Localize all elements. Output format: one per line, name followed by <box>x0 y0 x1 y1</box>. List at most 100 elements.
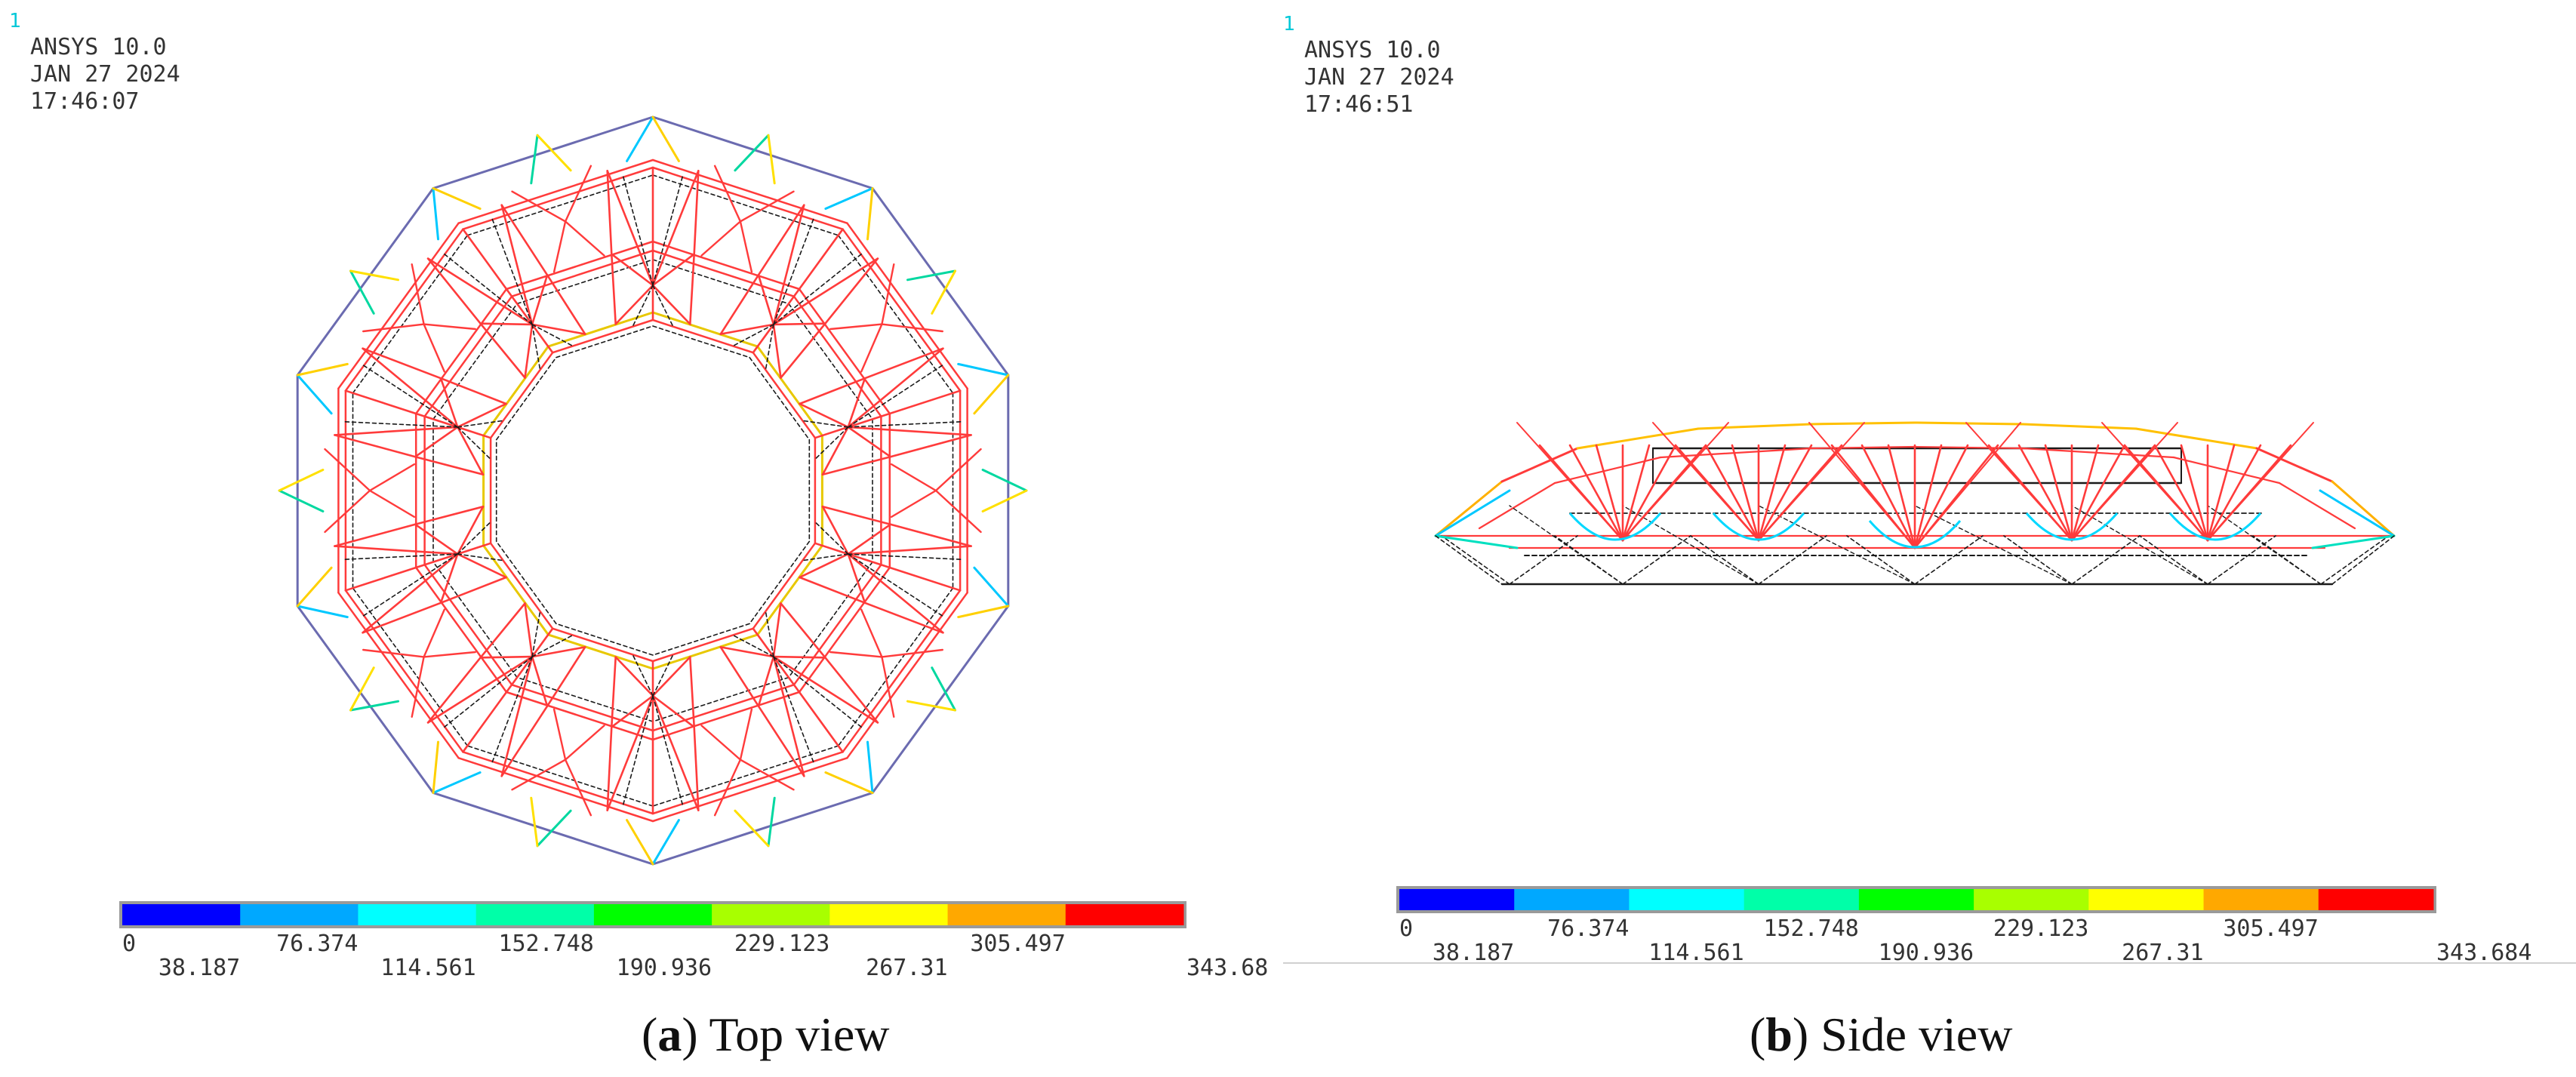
curved-member <box>2025 512 2119 541</box>
web-member <box>1621 444 1651 542</box>
truss-member <box>713 759 742 817</box>
truss-member <box>610 253 654 287</box>
boundary-tie <box>651 819 680 866</box>
ring-member <box>788 303 873 420</box>
truss-member <box>780 602 826 659</box>
boundary-tie <box>296 374 333 415</box>
truss-member <box>334 434 417 458</box>
truss-member <box>456 402 507 429</box>
product-label-b: ANSYS 10.0 <box>1304 37 1441 63</box>
truss-member <box>700 220 742 257</box>
legend-swatch <box>358 904 477 925</box>
caption-b: (b) Side view <box>1750 1008 2012 1061</box>
ring-member <box>462 751 654 815</box>
truss-member <box>772 602 782 658</box>
truss-member <box>362 602 442 634</box>
web-member <box>1622 505 1759 585</box>
inner-ring-member <box>756 345 823 437</box>
inner-ring-member <box>546 311 654 348</box>
legend-tick-label: 305.497 <box>970 931 1065 957</box>
legend-swatch <box>593 904 712 925</box>
web-member <box>1516 422 1623 541</box>
web-member <box>1568 444 1624 542</box>
ring-member <box>651 158 848 224</box>
inner-ring-member <box>482 345 549 437</box>
web-member <box>2070 444 2100 542</box>
legend-tick-label: 114.561 <box>380 955 475 981</box>
panel-a: 1 ANSYS 10.0 JAN 27 2024 17:46:07 0 76.37… <box>9 10 1268 1061</box>
web-member <box>1652 422 1759 541</box>
edge-tie <box>1434 489 1511 537</box>
ring-member <box>457 757 654 823</box>
truss-member <box>564 759 592 817</box>
boundary-tie <box>767 134 776 185</box>
web-member <box>2071 505 2208 585</box>
truss-member <box>652 653 675 697</box>
truss-member <box>814 520 849 555</box>
legend-tick-label: 38.187 <box>158 955 240 981</box>
legend-tick-label: 190.936 <box>617 955 712 981</box>
top-arc-member <box>2134 427 2258 450</box>
ring-member <box>651 627 755 663</box>
legend-tick-label: 229.123 <box>734 931 829 957</box>
truss-member <box>511 759 567 791</box>
truss-member <box>651 656 691 697</box>
legend-tick-label: 152.748 <box>498 931 593 957</box>
ring-member <box>352 587 469 747</box>
web-member <box>1758 535 1827 585</box>
boundary-tie <box>957 605 1010 619</box>
top-arc-member <box>2255 447 2334 483</box>
ring-member <box>551 318 654 354</box>
edge-tie <box>1434 534 1519 549</box>
boundary-tie <box>278 489 325 512</box>
truss-member <box>531 610 541 657</box>
web-member <box>1758 422 1865 541</box>
truss-member <box>426 257 534 326</box>
truss-member <box>847 426 892 458</box>
truss-member <box>821 505 892 526</box>
boundary-tie <box>296 605 349 619</box>
web-member <box>1509 505 1623 585</box>
web-member <box>1690 535 1759 585</box>
edge-tie <box>2331 535 2395 585</box>
boundary-tie <box>866 740 874 794</box>
legend-tick-label: 76.374 <box>1547 915 1629 942</box>
boundary-tie <box>530 134 539 185</box>
product-label-a: ANSYS 10.0 <box>30 34 167 60</box>
truss-member <box>531 274 549 326</box>
curved-member <box>1568 512 1662 541</box>
truss-member <box>847 553 962 561</box>
top-arc-member <box>2331 480 2396 537</box>
truss-member <box>719 646 760 707</box>
legend-swatch <box>947 904 1066 925</box>
legend-swatch <box>2088 889 2205 910</box>
upper-chord-member <box>2278 482 2356 530</box>
truss-member <box>462 655 534 753</box>
web-member <box>2071 422 2178 541</box>
truss-member <box>847 365 943 428</box>
boundary-tie <box>349 700 399 712</box>
truss-member <box>757 274 775 326</box>
truss-member <box>414 505 485 526</box>
legend-tick-label: 343.68 <box>1186 955 1268 981</box>
truss-member <box>934 489 982 534</box>
legend-tick-label: 190.936 <box>1879 940 1974 966</box>
truss-member <box>881 263 895 325</box>
boundary-tie <box>767 796 776 848</box>
legend-tick-label: 114.561 <box>1648 940 1743 966</box>
truss-member <box>423 323 476 331</box>
truss-member <box>863 347 944 380</box>
truss-member <box>799 576 866 605</box>
truss-member <box>606 170 613 256</box>
truss-member <box>491 218 533 325</box>
top-arc-member <box>1434 480 1503 537</box>
truss-member <box>772 228 844 326</box>
outer-boundary <box>871 187 1010 377</box>
ring-member <box>651 318 755 354</box>
truss-member <box>564 165 592 223</box>
truss-member <box>772 204 805 326</box>
web-member <box>1621 444 1677 542</box>
outer-boundary <box>651 115 874 189</box>
truss-member <box>765 610 774 657</box>
